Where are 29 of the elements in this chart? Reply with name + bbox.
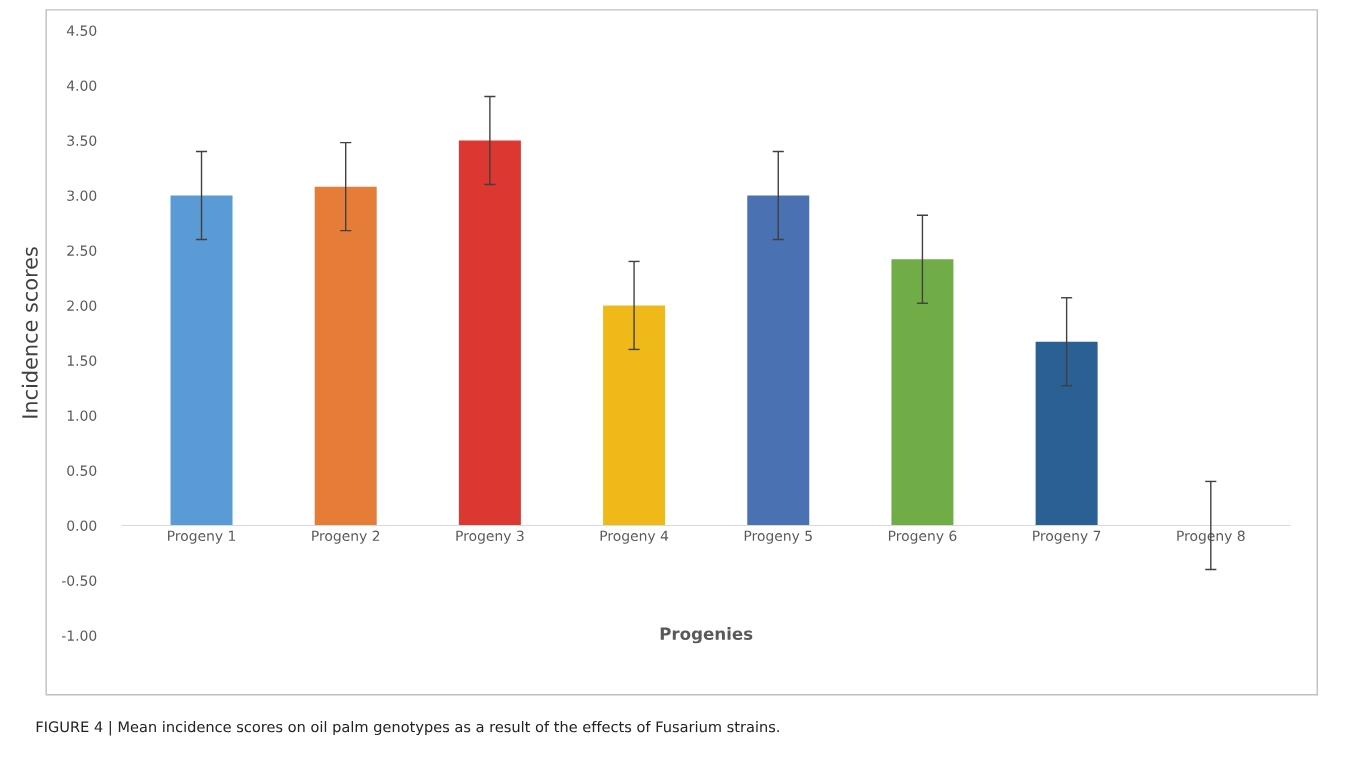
bar (1035, 341, 1098, 526)
y-tick-label: 1.50 (67, 355, 97, 366)
y-tick-label: 2.50 (67, 245, 97, 256)
x-tick-label: Progeny 2 (312, 530, 380, 544)
y-tick-label: 3.50 (67, 135, 97, 146)
bar (170, 195, 233, 526)
y-tick-label: 3.00 (67, 190, 97, 201)
y-axis-title: Incidence scores (21, 247, 38, 418)
y-tick-label: -1.00 (61, 630, 97, 641)
bar (314, 186, 377, 526)
y-tick-label: 4.50 (66, 25, 97, 36)
x-tick-label: Progeny 4 (600, 530, 669, 544)
caption: FIGURE 4 | Mean incidence scores on oil palm genotypes as a result of the effects of Fusarium strains. (36, 720, 779, 736)
bar (603, 305, 666, 526)
x-axis-title: Progenies (660, 627, 753, 644)
x-tick-label: Progeny 5 (744, 530, 812, 544)
x-tick-label: Progeny 7 (1033, 530, 1101, 544)
bar (458, 140, 521, 526)
x-tick-label: Progeny 6 (888, 530, 957, 544)
x-tick-label: Progeny 1 (168, 530, 236, 544)
bar (747, 195, 810, 526)
y-tick-label: 0.00 (67, 520, 97, 531)
y-tick-label: 4.00 (66, 80, 97, 91)
y-tick-label: 2.00 (67, 300, 97, 311)
x-tick-label: Progeny 3 (456, 530, 524, 544)
bar (891, 259, 954, 526)
y-tick-label: 0.50 (67, 465, 97, 476)
y-tick-label: -0.50 (61, 575, 97, 586)
y-tick-label: 1.00 (67, 410, 97, 421)
